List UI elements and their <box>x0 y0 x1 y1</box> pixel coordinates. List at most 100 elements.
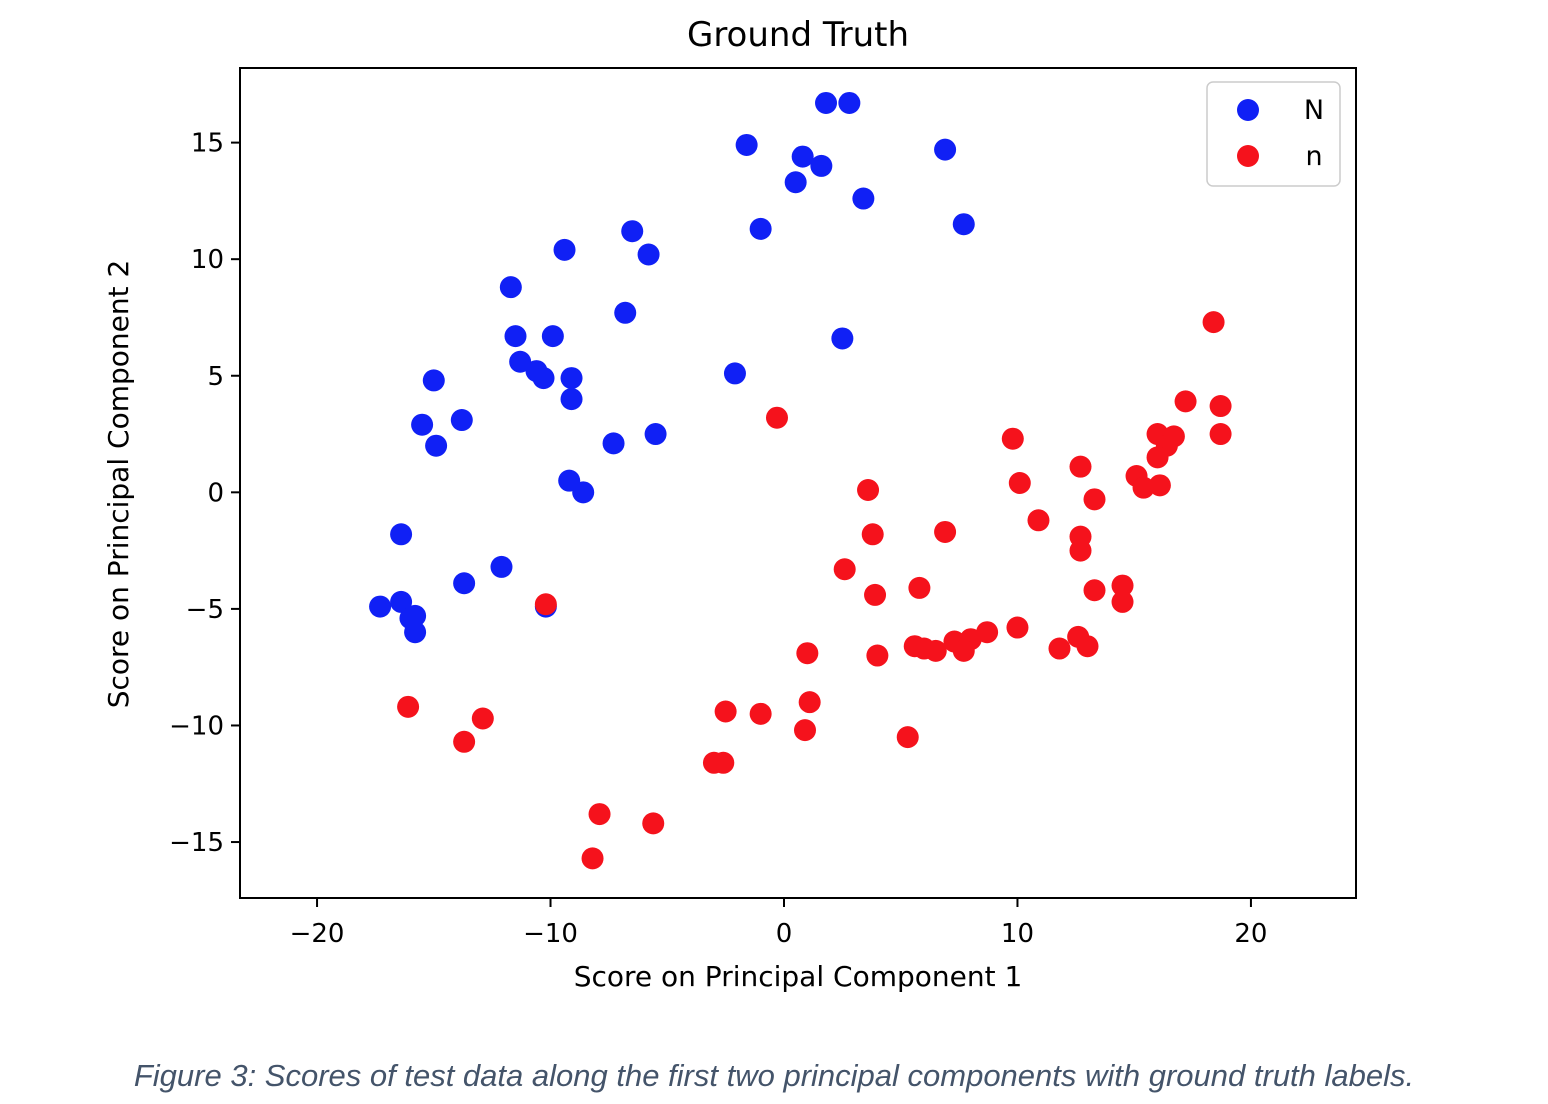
point-series-n <box>1001 427 1024 450</box>
point-series-N <box>621 220 644 243</box>
point-series-n <box>1048 637 1071 660</box>
point-series-N <box>815 91 838 114</box>
point-series-N <box>602 432 625 455</box>
point-series-n <box>749 702 772 725</box>
y-tick-label: 0 <box>207 478 224 508</box>
y-axis-ticks: −15 −10 −5 0 5 10 15 <box>169 129 240 858</box>
y-tick-label: −10 <box>169 711 224 741</box>
point-series-n <box>712 751 735 774</box>
point-series-n <box>397 695 420 718</box>
point-series-N <box>450 409 473 432</box>
point-series-n <box>1146 446 1169 469</box>
legend-label-N: N <box>1304 95 1324 126</box>
point-series-n <box>1076 635 1099 658</box>
chart-title: Ground Truth <box>687 15 909 55</box>
point-series-n <box>471 707 494 730</box>
point-series-N <box>934 138 957 161</box>
x-tick-label: 20 <box>1234 919 1267 949</box>
point-series-n <box>857 478 880 501</box>
point-series-n <box>1006 616 1029 639</box>
point-series-N <box>390 590 413 613</box>
point-series-n <box>1132 476 1155 499</box>
legend-label-n: n <box>1305 141 1322 172</box>
point-series-N <box>453 572 476 595</box>
point-series-N <box>390 523 413 546</box>
point-series-N <box>532 367 555 390</box>
point-series-n <box>1174 390 1197 413</box>
point-series-n <box>1027 509 1050 532</box>
x-tick-label: −10 <box>523 919 578 949</box>
x-tick-label: −20 <box>290 919 345 949</box>
point-series-n <box>896 726 919 749</box>
point-series-N <box>614 301 637 324</box>
point-series-N <box>504 325 527 348</box>
y-tick-label: 5 <box>207 362 224 392</box>
point-series-N <box>490 555 513 578</box>
point-series-n <box>1111 574 1134 597</box>
point-series-n <box>1008 472 1031 494</box>
scatter-chart: Ground Truth −20 −10 0 10 20 −15−10−5051015 … <box>102 15 1357 993</box>
figure-caption: Figure 3: Scores of test data along the … <box>133 1058 1415 1093</box>
plot-area-frame <box>239 67 1357 899</box>
point-series-N <box>499 276 522 299</box>
point-series-n <box>864 583 887 606</box>
point-series-N <box>838 91 861 114</box>
point-series-n <box>1209 423 1232 446</box>
point-series-N <box>425 434 448 457</box>
point-series-n <box>861 523 884 546</box>
point-series-N <box>560 388 583 411</box>
point-series-n <box>794 719 817 742</box>
point-series-N <box>637 243 660 266</box>
point-series-n <box>1069 455 1092 478</box>
point-series-N <box>404 621 427 644</box>
legend-marker-n <box>1237 145 1259 167</box>
point-series-n <box>908 576 931 599</box>
legend-marker-N <box>1237 99 1259 121</box>
x-tick-label: 0 <box>776 919 793 949</box>
point-series-n <box>798 691 821 714</box>
point-series-N <box>509 350 532 373</box>
y-tick-label: 10 <box>191 245 224 275</box>
point-series-N <box>831 327 854 350</box>
point-series-n <box>581 847 604 870</box>
x-tick-label: 10 <box>1001 919 1034 949</box>
point-series-N <box>541 325 564 348</box>
point-series-N <box>369 595 392 618</box>
y-tick-label: −15 <box>169 828 224 858</box>
point-series-N <box>404 604 427 627</box>
point-series-N <box>644 423 667 446</box>
y-axis-label: Score on Principal Component 2 <box>102 260 135 709</box>
point-series-N <box>560 367 583 390</box>
point-series-n <box>1148 474 1171 497</box>
point-series-n <box>714 700 737 723</box>
y-tick-label: 15 <box>191 129 224 159</box>
point-series-n <box>1111 590 1134 613</box>
point-series-n <box>588 803 611 826</box>
point-series-n <box>924 639 947 662</box>
data-points <box>369 91 1232 870</box>
point-series-N <box>784 171 807 194</box>
point-series-n <box>1202 311 1225 334</box>
point-series-N <box>572 481 595 504</box>
point-series-N <box>952 213 975 236</box>
point-series-n <box>642 812 665 835</box>
point-series-N <box>553 238 576 261</box>
point-series-n <box>833 558 856 581</box>
point-series-n <box>1069 539 1092 562</box>
point-series-n <box>934 520 957 543</box>
point-series-N <box>422 369 445 392</box>
point-series-n <box>1083 579 1106 602</box>
point-series-n <box>1083 488 1106 511</box>
x-axis-label: Score on Principal Component 1 <box>574 960 1023 993</box>
point-series-n <box>453 730 476 753</box>
x-axis-ticks: −20 −10 0 10 20 <box>290 898 1267 949</box>
point-series-N <box>411 413 434 436</box>
y-tick-label: −5 <box>186 595 224 625</box>
point-series-n <box>866 644 889 667</box>
point-series-N <box>735 133 758 156</box>
point-series-N <box>810 154 833 177</box>
point-series-N <box>852 187 875 210</box>
point-series-N <box>749 217 772 240</box>
point-series-n <box>796 642 819 665</box>
point-series-n <box>534 593 557 616</box>
